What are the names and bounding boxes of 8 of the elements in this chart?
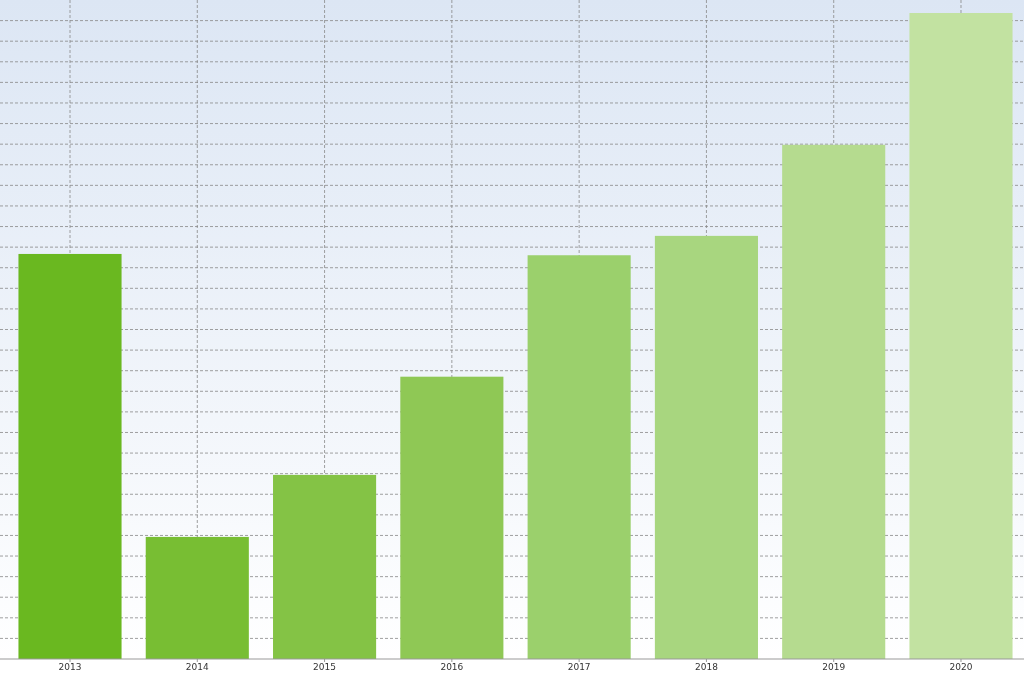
x-tick-label: 2020 <box>949 661 973 672</box>
x-tick-label: 2019 <box>822 661 846 672</box>
x-tick-label: 2017 <box>567 661 591 672</box>
x-tick-label: 2013 <box>58 661 82 672</box>
x-tick-label: 2014 <box>185 661 210 672</box>
x-tick-label: 2016 <box>440 661 464 672</box>
x-tick-label: 2015 <box>313 661 337 672</box>
x-tick-label: 2018 <box>694 661 719 672</box>
